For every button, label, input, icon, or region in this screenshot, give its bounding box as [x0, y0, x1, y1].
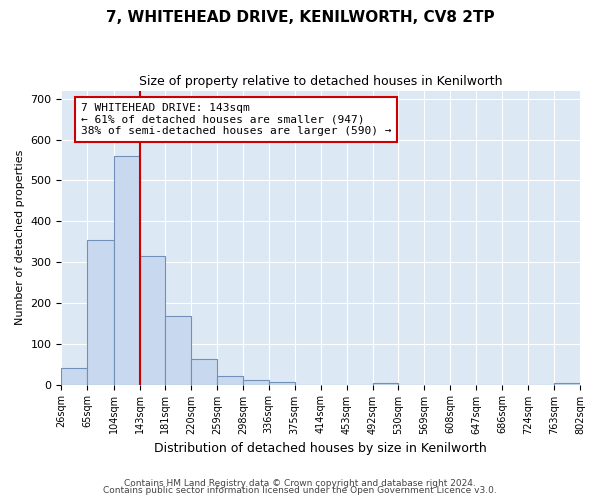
- Y-axis label: Number of detached properties: Number of detached properties: [15, 150, 25, 325]
- Bar: [243, 380, 269, 384]
- Bar: [61, 368, 88, 384]
- Bar: [88, 240, 113, 384]
- Bar: [140, 256, 165, 384]
- Text: Contains public sector information licensed under the Open Government Licence v3: Contains public sector information licen…: [103, 486, 497, 495]
- Bar: [165, 316, 191, 384]
- Bar: [113, 156, 140, 384]
- Text: 7, WHITEHEAD DRIVE, KENILWORTH, CV8 2TP: 7, WHITEHEAD DRIVE, KENILWORTH, CV8 2TP: [106, 10, 494, 25]
- Text: Contains HM Land Registry data © Crown copyright and database right 2024.: Contains HM Land Registry data © Crown c…: [124, 478, 476, 488]
- Title: Size of property relative to detached houses in Kenilworth: Size of property relative to detached ho…: [139, 75, 502, 88]
- Bar: [191, 360, 217, 384]
- Text: 7 WHITEHEAD DRIVE: 143sqm
← 61% of detached houses are smaller (947)
38% of semi: 7 WHITEHEAD DRIVE: 143sqm ← 61% of detac…: [81, 103, 391, 136]
- Bar: [554, 382, 580, 384]
- Bar: [217, 376, 243, 384]
- Bar: [373, 382, 398, 384]
- Bar: [269, 382, 295, 384]
- X-axis label: Distribution of detached houses by size in Kenilworth: Distribution of detached houses by size …: [154, 442, 487, 455]
